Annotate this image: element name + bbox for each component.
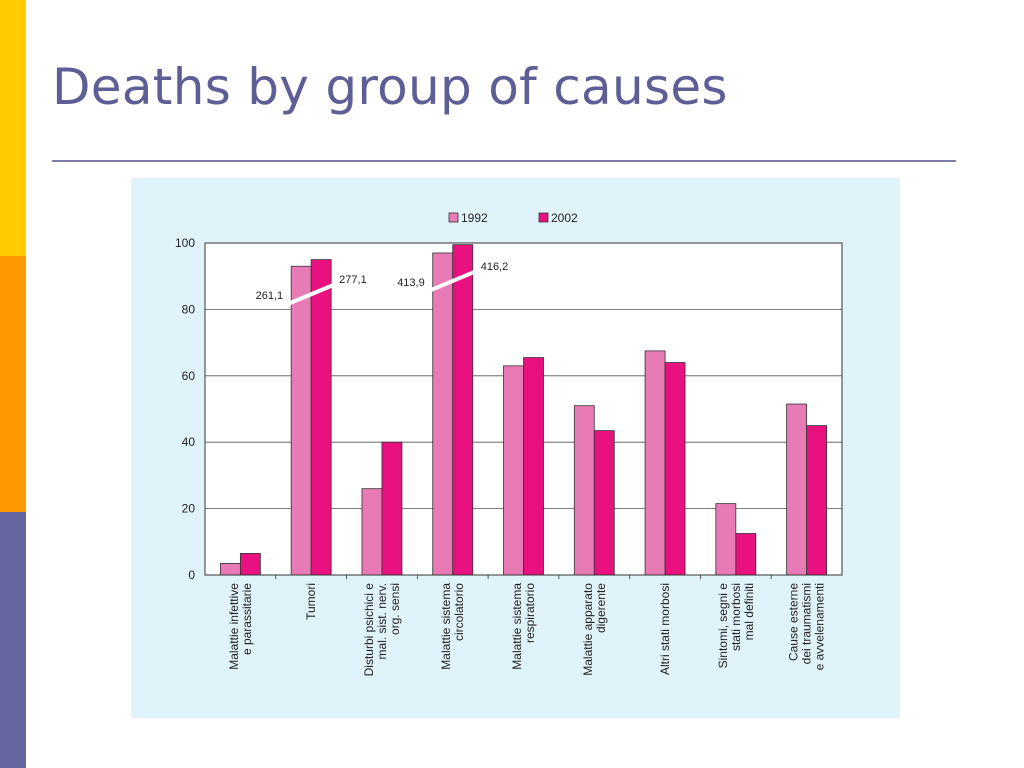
accent-strip-middle [0, 256, 26, 512]
axis-break-mark [286, 282, 336, 307]
bar-1992 [573, 405, 595, 576]
x-category-label: Malattie sistema [510, 583, 524, 670]
value-annotation: 261,1 [256, 290, 284, 302]
x-category-label: e avvelenamenti [813, 583, 827, 670]
bar-2002 [523, 357, 544, 576]
x-category-label: respiratorio [523, 583, 537, 643]
x-category-label: dei traumatismi [800, 583, 814, 664]
chart-panel: 0 20 40 60 80 100 Malattie infettive e parassit… [131, 178, 900, 718]
x-category-label: e parassitarie [240, 583, 254, 655]
x-category-label: Altri stati morbosi [658, 583, 672, 675]
bar-2002 [452, 244, 474, 576]
x-category-label: Cause esterne [787, 583, 801, 661]
value-annotation: 277,1 [339, 274, 367, 286]
x-category-label: circolatorio [452, 583, 466, 641]
x-category-label: Malattie apparato [581, 583, 595, 676]
accent-strip-bottom [0, 512, 26, 768]
bar-2002 [593, 430, 615, 576]
bar-1992 [715, 503, 737, 576]
legend-label: 1992 [461, 211, 488, 225]
y-tick-label: 100 [175, 236, 195, 250]
bar-2002 [806, 425, 828, 576]
bar-2002 [381, 441, 403, 576]
title-divider [52, 160, 956, 162]
bar-2002 [664, 362, 686, 576]
plot-frame [204, 242, 843, 576]
legend-swatch-1992 [448, 212, 459, 223]
bar-1992 [290, 265, 312, 576]
value-annotation: 413,9 [397, 277, 425, 289]
bar-1992 [361, 488, 383, 576]
value-annotation: 416,2 [481, 261, 509, 273]
bar-2002 [310, 259, 332, 576]
bar-chart: 0 20 40 60 80 100 Malattie infettive e parassit… [175, 211, 843, 677]
bar-2002 [735, 533, 757, 576]
bar-1992 [503, 365, 524, 576]
slide-title: Deaths by group of causes [52, 58, 728, 116]
y-tick-label: 40 [182, 435, 196, 449]
legend-label: 2002 [551, 211, 578, 225]
legend-swatch-2002 [538, 212, 549, 223]
x-category-label: Malattie sistema [439, 583, 453, 670]
accent-strip-top [0, 0, 26, 256]
bar-1992 [786, 403, 808, 576]
bar-2002 [239, 553, 261, 576]
x-category-label: Sintomi, segni e [716, 583, 730, 669]
bar-1992 [644, 350, 666, 576]
x-category-label: org. sensi [388, 583, 402, 635]
x-category-label: stati morbosi [729, 583, 743, 651]
bar-1992 [219, 562, 241, 576]
y-tick-label: 60 [182, 369, 196, 383]
x-category-label: digerente [594, 583, 608, 633]
y-tick-label: 80 [182, 302, 196, 316]
bar-1992 [432, 252, 454, 576]
y-tick-label: 20 [182, 502, 196, 516]
axis-break-mark [427, 269, 478, 293]
x-category-label: mal definiti [742, 583, 756, 640]
x-category-label: Disturbi psichici e [362, 583, 376, 677]
y-tick-label: 0 [188, 568, 195, 582]
x-category-label: Malattie infettive [227, 583, 241, 670]
x-category-label: Tumori [304, 583, 318, 620]
x-category-label: mal. sist. nerv. [375, 583, 389, 659]
